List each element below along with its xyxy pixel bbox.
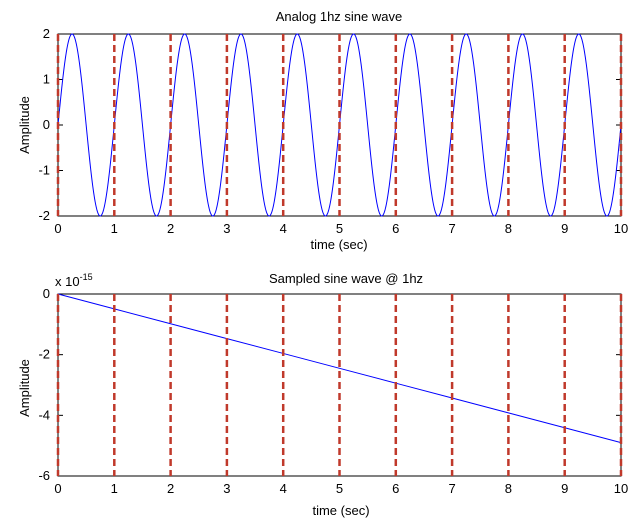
sampled-y-tick-label: -4 (38, 407, 50, 422)
sampled-y-tick-label: 0 (43, 286, 50, 301)
analog-x-tick-label: 10 (614, 221, 628, 236)
analog-y-axis-label: Amplitude (17, 96, 32, 154)
analog-y-tick-label: 1 (43, 72, 50, 87)
sampled-x-tick-label: 9 (561, 481, 568, 496)
sampled-chart-title: Sampled sine wave @ 1hz (269, 271, 423, 286)
sampled-x-tick-label: 6 (392, 481, 399, 496)
analog-x-tick-label: 3 (223, 221, 230, 236)
sampled-x-axis-label: time (sec) (312, 503, 369, 518)
sampled-y-exponent: x 10-15 (55, 272, 93, 289)
sampled-y-axis-label: Amplitude (17, 359, 32, 417)
exponent-base: x 10 (55, 274, 80, 289)
analog-x-tick-label: 9 (561, 221, 568, 236)
analog-x-tick-label: 7 (448, 221, 455, 236)
analog-x-tick-label: 6 (392, 221, 399, 236)
sampled-x-tick-label: 2 (167, 481, 174, 496)
analog-plot-area: 210-1-20 1 2 3 4 5 6 7 8 9 10 (38, 26, 628, 236)
analog-chart-title: Analog 1hz sine wave (276, 9, 402, 24)
sampled-x-tick-label: 10 (614, 481, 628, 496)
sampled-x-tick-label: 3 (223, 481, 230, 496)
sampled-y-tick-label: -6 (38, 468, 50, 483)
sampled-x-tick-label: 4 (280, 481, 287, 496)
analog-x-tick-label: 0 (54, 221, 61, 236)
sampled-series-line (57, 293, 622, 444)
sampled-x-tick-label: 8 (505, 481, 512, 496)
analog-y-tick-label: -1 (38, 163, 50, 178)
sampled-x-tick-label: 7 (448, 481, 455, 496)
analog-x-tick-label: 2 (167, 221, 174, 236)
analog-y-tick-label: 0 (43, 117, 50, 132)
analog-x-tick-label: 4 (280, 221, 287, 236)
analog-x-tick-label: 1 (111, 221, 118, 236)
analog-y-tick-label: 2 (43, 26, 50, 41)
sampled-y-tick-label: -2 (38, 347, 50, 362)
sampled-sine-subplot: Sampled sine wave @ 1hz Amplitude time (… (17, 271, 628, 518)
analog-x-axis-label: time (sec) (310, 237, 367, 252)
sampled-x-tick-label: 0 (54, 481, 61, 496)
analog-y-tick-label: -2 (38, 208, 50, 223)
sampled-x-tick-label: 5 (336, 481, 343, 496)
analog-x-tick-label: 5 (336, 221, 343, 236)
sampled-x-tick-label: 1 (111, 481, 118, 496)
analog-x-tick-label: 8 (505, 221, 512, 236)
analog-sine-subplot: Analog 1hz sine wave Amplitude time (sec… (17, 9, 628, 252)
sampled-plot-area: 0 -2 -4 -6 0 1 2 3 4 5 6 7 8 9 10 (38, 286, 628, 496)
exponent-power: -15 (80, 272, 93, 282)
